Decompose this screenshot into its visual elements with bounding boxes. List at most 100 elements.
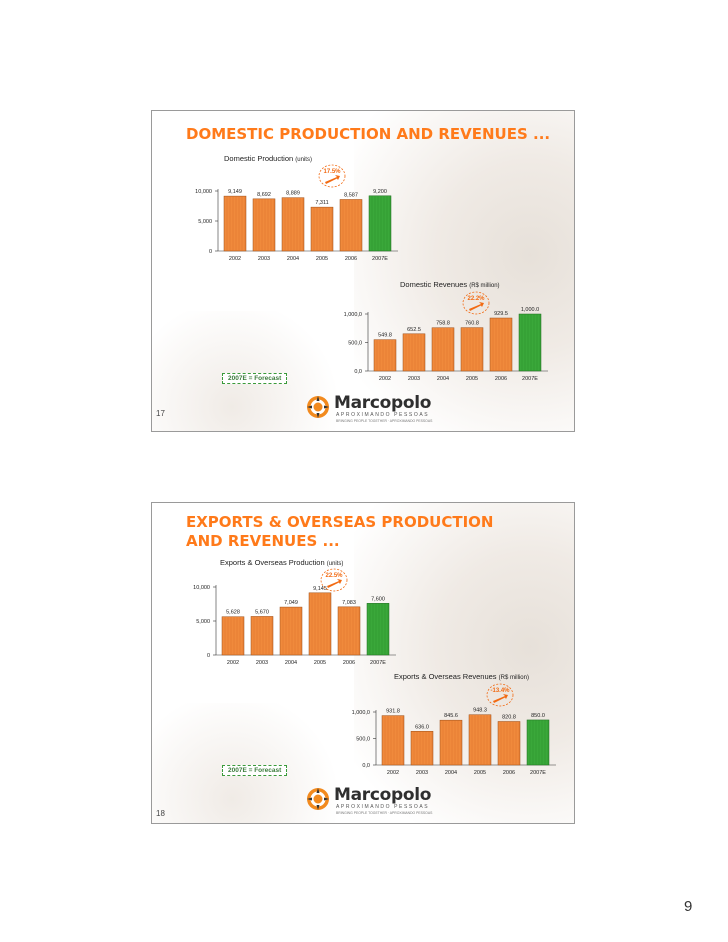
- slide-number: 18: [156, 809, 165, 818]
- x-tick-label: 2002: [379, 376, 391, 382]
- exports-production-chart: Exports & Overseas Production (units) 10…: [193, 558, 396, 666]
- y-tick-label: 0,0: [362, 763, 370, 769]
- chart-title: Exports & Overseas Production (units): [220, 558, 343, 567]
- bar: [281, 197, 305, 252]
- bar: [489, 317, 513, 372]
- bar-value-label: 8,692: [257, 192, 271, 198]
- x-tick-label: 2007E: [370, 660, 386, 666]
- y-tick-label: 10,000: [193, 585, 210, 591]
- brand-name: Marcopolo: [334, 393, 432, 413]
- slide-background-image: [354, 503, 574, 823]
- y-tick-label: 500,0: [356, 737, 370, 743]
- slide-17: DOMESTIC PRODUCTION AND REVENUES ... Dom…: [151, 110, 575, 432]
- brand-tagline: APROXIMANDO PESSOAS: [336, 412, 430, 418]
- bar: [223, 195, 247, 252]
- growth-arrow-icon: [469, 302, 484, 311]
- bar-value-label: 5,628: [226, 610, 240, 616]
- bar-value-label: 758.8: [436, 321, 450, 327]
- bars: 5,628 2002 5,670 2003 7,049 2004 9,145 2005 7,08…: [221, 586, 390, 666]
- chart-title: Exports & Overseas Revenues (R$ million): [394, 672, 529, 681]
- bar-value-label: 820.8: [502, 714, 516, 720]
- bar: [308, 592, 332, 656]
- y-tick-label: 0: [207, 653, 210, 659]
- bar-value-label: 652.5: [407, 327, 421, 333]
- bar: [250, 616, 274, 656]
- y-axis: 1,000,0 500,0 0,0: [352, 710, 556, 769]
- bar-value-label: 5,670: [255, 609, 269, 615]
- x-tick-label: 2007E: [530, 770, 546, 776]
- x-tick-label: 2006: [495, 376, 507, 382]
- bar-value-label: 8,889: [286, 191, 300, 197]
- bar: [526, 719, 550, 766]
- bar-value-label: 845.6: [444, 713, 458, 719]
- forecast-note: 2007E = Forecast: [222, 373, 288, 384]
- page-number: 9: [684, 898, 693, 915]
- growth-label: 17.5%: [323, 169, 341, 175]
- x-tick-label: 2003: [408, 376, 420, 382]
- bar-value-label: 7,049: [284, 600, 298, 606]
- x-tick-label: 2005: [316, 256, 328, 262]
- brand-tagline: APROXIMANDO PESSOAS: [336, 804, 430, 810]
- bar: [518, 313, 542, 372]
- bar: [431, 327, 455, 372]
- brand-subtagline: BRINGING PEOPLE TOGETHER · APROXIMANDO P…: [336, 419, 433, 423]
- growth-label: -13.4%: [490, 688, 510, 694]
- bar-value-label: 7,083: [342, 600, 356, 606]
- y-tick-label: 1,000,0: [344, 312, 362, 318]
- bar-value-label: 9,149: [228, 189, 242, 195]
- bar: [439, 719, 463, 766]
- bar-value-label: 636.0: [415, 724, 429, 730]
- x-tick-label: 2002: [229, 256, 241, 262]
- x-tick-label: 2003: [416, 770, 428, 776]
- forecast-note: 2007E = Forecast: [222, 765, 288, 776]
- brand-subtagline: BRINGING PEOPLE TOGETHER · APROXIMANDO P…: [336, 811, 433, 815]
- x-tick-label: 2003: [256, 660, 268, 666]
- bar-value-label: 9,200: [373, 189, 387, 195]
- bar: [373, 339, 397, 372]
- x-tick-label: 2003: [258, 256, 270, 262]
- growth-badge: 22.2%: [462, 291, 490, 315]
- marcopolo-emblem-icon: [307, 788, 329, 810]
- x-tick-label: 2002: [387, 770, 399, 776]
- growth-arrow-icon: [327, 579, 342, 588]
- x-tick-label: 2004: [287, 256, 299, 262]
- growth-arrow-icon: [493, 694, 508, 703]
- bar-value-label: 8,587: [344, 192, 358, 198]
- chart-title: Domestic Production (units): [224, 154, 312, 163]
- y-tick-label: 0: [209, 249, 212, 255]
- bar: [410, 731, 434, 766]
- x-tick-label: 2002: [227, 660, 239, 666]
- x-tick-label: 2006: [343, 660, 355, 666]
- y-tick-label: 500,0: [348, 341, 362, 347]
- x-tick-label: 2005: [466, 376, 478, 382]
- y-axis: 10,000 5,000 0: [195, 189, 398, 255]
- chart-title: Domestic Revenues (R$ million): [400, 280, 500, 289]
- x-tick-label: 2007E: [522, 376, 538, 382]
- growth-arrow-icon: [325, 175, 340, 184]
- bar-value-label: 7,311: [315, 200, 328, 206]
- bars: 931.8 2002 636.0 2003 845.6 2004 948.3 2005 820.…: [381, 708, 550, 776]
- brand-name: Marcopolo: [334, 785, 432, 805]
- growth-label: 22.5%: [325, 573, 343, 579]
- y-tick-label: 10,000: [195, 189, 212, 195]
- slide-background-image: [354, 111, 574, 431]
- slide-title-line: AND REVENUES ...: [186, 532, 340, 550]
- bar: [497, 721, 521, 766]
- x-tick-label: 2005: [474, 770, 486, 776]
- bar-value-label: 931.8: [386, 709, 400, 715]
- bar: [381, 715, 405, 766]
- x-tick-label: 2006: [503, 770, 515, 776]
- bar-value-label: 760.8: [465, 321, 479, 327]
- bar: [221, 616, 245, 656]
- marcopolo-emblem-icon: [307, 396, 329, 418]
- bar: [279, 606, 303, 656]
- y-tick-label: 1,000,0: [352, 710, 370, 716]
- y-tick-label: 5,000: [196, 619, 210, 625]
- growth-label: 22.2%: [467, 296, 485, 302]
- slide-title: DOMESTIC PRODUCTION AND REVENUES ...: [186, 125, 550, 144]
- x-tick-label: 2004: [285, 660, 297, 666]
- domestic-production-chart: Domestic Production (units) 10,000 5,000 0…: [195, 154, 398, 262]
- domestic-revenues-chart: Domestic Revenues (R$ million) 1,000,0 50…: [344, 280, 548, 382]
- bar: [366, 603, 390, 656]
- bar: [339, 199, 363, 252]
